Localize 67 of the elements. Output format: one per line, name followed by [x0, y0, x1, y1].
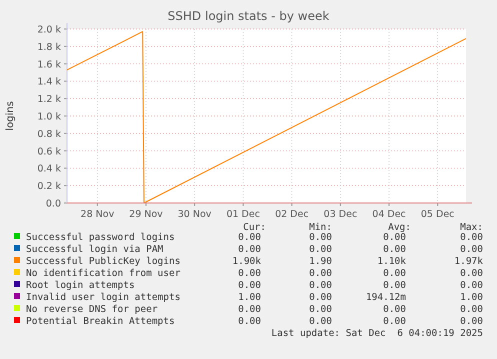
x-tick-label: 01 Dec	[226, 209, 260, 220]
legend-label: Successful login via PAM	[26, 244, 164, 255]
text: 0.00	[309, 244, 332, 255]
text: 0.00	[309, 304, 332, 315]
text: 1.90k	[232, 256, 262, 267]
y-tick-label: 1.6 k	[37, 59, 62, 70]
text: Min:	[309, 222, 332, 233]
text: 0.00	[238, 232, 262, 243]
legend-label: Successful PublicKey logins	[26, 256, 180, 267]
y-tick-label: 1.8 k	[37, 42, 62, 53]
text: 194.12m	[366, 292, 406, 303]
text: 0.00	[460, 316, 484, 327]
text: 0.00	[238, 268, 262, 279]
text: Last update: Sat Dec 6 04:00:19 2025	[271, 328, 483, 339]
text: 0.00	[383, 232, 406, 243]
text: Cur:	[243, 222, 266, 233]
text: 0.00	[238, 280, 262, 291]
line-series	[66, 31, 466, 204]
text: 0.00	[309, 316, 332, 327]
text: Max:	[460, 222, 483, 233]
y-tick-label: 2.0 k	[37, 24, 62, 36]
text: 0.00	[309, 292, 332, 303]
y-tick-label: 0.8 k	[37, 128, 62, 140]
y-tick-label: 1.2 k	[37, 94, 62, 106]
text: 1.90	[309, 256, 332, 267]
x-tick-label: 03 Dec	[324, 209, 358, 220]
text: 0.00	[460, 304, 484, 315]
text: 0.00	[383, 304, 406, 315]
y-tick-label: 0.2 k	[37, 181, 62, 192]
x-tick-label: 04 Dec	[372, 209, 406, 220]
text: 0.00	[309, 280, 332, 291]
text: 1.00	[460, 292, 484, 303]
text: 0.00	[383, 280, 406, 291]
text: 0.00	[383, 316, 406, 327]
text: 1.00	[238, 292, 262, 303]
legend-label: No reverse DNS for peer	[26, 304, 158, 315]
text: 0.00	[238, 316, 262, 327]
x-tick-label: 02 Dec	[275, 209, 309, 220]
text: 0.00	[383, 268, 406, 279]
y-tick-label: 1.4 k	[37, 76, 62, 88]
x-tick-label: 28 Nov	[80, 209, 115, 220]
text: 0.00	[309, 232, 332, 243]
text: 1.97k	[454, 256, 484, 267]
x-tick-label: 05 Dec	[420, 209, 454, 220]
chart-title: SSHD login stats - by week	[168, 9, 330, 23]
legend-label: No identification from user	[26, 268, 181, 279]
y-axis-title: logins	[5, 101, 16, 131]
x-tick-label: 30 Nov	[178, 209, 212, 220]
text: 0.00	[238, 244, 262, 255]
legend-label: Invalid user login attempts	[26, 292, 180, 303]
text: 0.00	[309, 268, 332, 279]
text: 0.00	[460, 244, 484, 255]
text: 0.00	[460, 280, 484, 291]
legend-label: Root login attempts	[26, 280, 135, 291]
text: Avg:	[388, 222, 411, 233]
text: 1.10k	[377, 256, 406, 267]
y-tick-label: 0.4 k	[37, 164, 62, 175]
legend-label: Successful password logins	[26, 232, 175, 243]
text: 0.00	[460, 268, 484, 279]
legend-label: Potential Breakin Attempts	[26, 316, 175, 327]
x-tick-label: 29 Nov	[129, 209, 164, 220]
y-tick-label: 0.0	[46, 198, 61, 210]
text: 0.00	[238, 304, 262, 315]
text: 0.00	[460, 232, 484, 243]
y-tick-label: 1.0 k	[37, 112, 62, 122]
text: 0.00	[383, 244, 406, 255]
y-tick-label: 0.6 k	[37, 146, 62, 158]
